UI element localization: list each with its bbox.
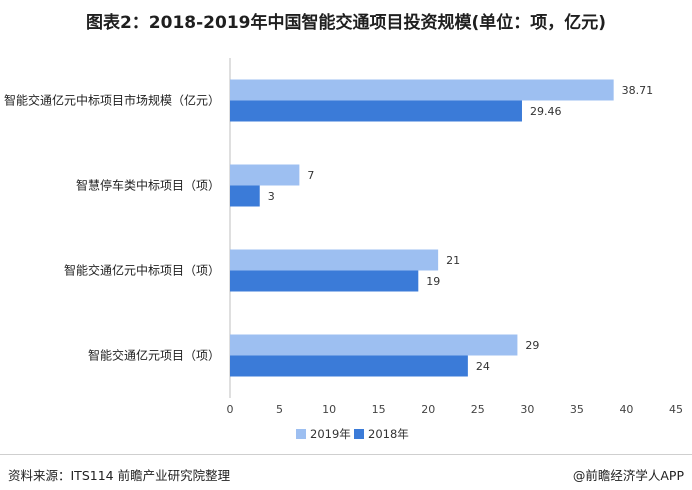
bar-chart: 0 5 10 15 20 25 30 35 40 45 智能交通亿元中标项目市场规模（亿元） 38.7… <box>4 58 683 441</box>
bar-value-label: 24 <box>476 360 490 373</box>
legend-label: 2018年 <box>368 427 409 441</box>
x-tick-label: 15 <box>372 403 386 416</box>
bar-value-label: 19 <box>426 275 440 288</box>
x-tick-label: 40 <box>619 403 633 416</box>
bar-value-label: 7 <box>307 169 314 182</box>
x-tick-label: 35 <box>570 403 584 416</box>
chart-title: 图表2：2018-2019年中国智能交通项目投资规模(单位：项，亿元) <box>85 13 607 33</box>
x-tick-label: 0 <box>227 403 234 416</box>
bar-2018 <box>230 355 468 377</box>
bar-value-label: 38.71 <box>622 84 654 97</box>
bar-2019 <box>230 164 300 186</box>
category-label: 智慧停车类中标项目（项） <box>76 178 220 193</box>
credit-note: @前瞻经济学人APP <box>572 468 684 483</box>
bar-2018 <box>230 100 522 122</box>
footer: 资料来源：ITS114 前瞻产业研究院整理 @前瞻经济学人APP <box>0 454 692 490</box>
category-label: 智能交通亿元项目（项） <box>88 348 220 363</box>
bar-value-label: 3 <box>268 190 275 203</box>
bar-value-label: 21 <box>446 254 460 267</box>
x-tick-label: 25 <box>471 403 485 416</box>
x-tick-label: 45 <box>669 403 683 416</box>
bar-value-label: 29 <box>525 339 539 352</box>
chart-area: 0 5 10 15 20 25 30 35 40 45 智能交通亿元中标项目市场规模（亿元） 38.7… <box>0 40 692 454</box>
x-tick-label: 30 <box>520 403 534 416</box>
bar-2018 <box>230 270 419 292</box>
bar-2019 <box>230 334 518 356</box>
bar-2019 <box>230 79 614 101</box>
legend-swatch <box>354 429 364 439</box>
bar-2018 <box>230 185 260 207</box>
category-label: 智能交通亿元中标项目市场规模（亿元） <box>4 93 220 108</box>
x-tick-label: 20 <box>421 403 435 416</box>
category-label: 智能交通亿元中标项目（项） <box>64 263 220 278</box>
x-tick-label: 5 <box>276 403 283 416</box>
bar-2019 <box>230 249 439 271</box>
legend-swatch <box>296 429 306 439</box>
x-tick-label: 10 <box>322 403 336 416</box>
source-note: 资料来源：ITS114 前瞻产业研究院整理 <box>8 468 231 483</box>
bar-value-label: 29.46 <box>530 105 562 118</box>
legend-label: 2019年 <box>310 427 351 441</box>
